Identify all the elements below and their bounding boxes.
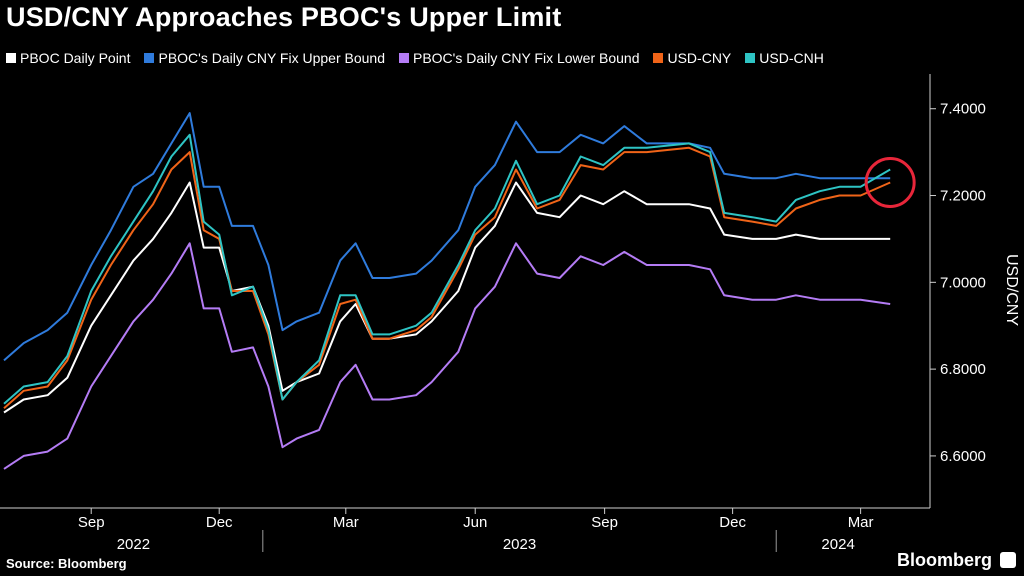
legend-item-pboc-daily-point: PBOC Daily Point [6, 50, 130, 66]
x-year-label: 2024 [821, 536, 854, 553]
axes: 7.4000 7.2000 7.0000 6.8000 6.6000 Sep Dec Mar J… [0, 74, 986, 553]
legend-label: PBOC's Daily CNY Fix Upper Bound [158, 50, 385, 66]
x-tick-label: Sep [591, 514, 618, 531]
y-axis-label: USD/CNY [1003, 253, 1020, 327]
legend-item-usd-cny: USD-CNY [653, 50, 731, 66]
legend-swatch [745, 53, 756, 63]
legend-label: USD-CNH [759, 50, 824, 66]
chart-title: USD/CNY Approaches PBOC's Upper Limit [6, 2, 562, 32]
legend-swatch [144, 53, 155, 63]
x-tick-label: Dec [206, 514, 233, 531]
series-line-3 [3, 146, 891, 409]
legend-swatch [398, 53, 409, 63]
highlight-circle [864, 157, 916, 208]
brand-logo: Bloomberg [896, 550, 992, 570]
x-tick-label: Jun [463, 514, 487, 531]
x-year-label: 2023 [503, 536, 536, 553]
y-tick-label: 7.0000 [940, 274, 986, 291]
legend-item-upper-bound: PBOC's Daily CNY Fix Upper Bound [144, 50, 385, 66]
x-year-label: 2022 [117, 536, 150, 553]
x-tick-label: Mar [333, 514, 359, 531]
y-tick-label: 7.2000 [940, 188, 986, 205]
x-tick-label: Mar [848, 514, 874, 531]
series-line-2 [3, 242, 891, 470]
x-tick-label: Sep [78, 514, 105, 531]
legend: PBOC Daily Point PBOC's Daily CNY Fix Up… [6, 50, 824, 66]
series-line-4 [3, 133, 891, 405]
brand-square-icon [1000, 552, 1016, 568]
series-line-1 [3, 112, 891, 362]
source-note: Source: Bloomberg [6, 556, 127, 571]
legend-swatch [6, 53, 16, 63]
legend-label: USD-CNY [667, 50, 732, 66]
series-lines [3, 112, 891, 470]
annotations [864, 157, 916, 208]
legend-label: PBOC Daily Point [20, 50, 131, 66]
legend-swatch [653, 53, 664, 63]
y-tick-label: 7.4000 [940, 101, 986, 118]
legend-item-lower-bound: PBOC's Daily CNY Fix Lower Bound [398, 50, 640, 66]
series-line-0 [3, 181, 891, 414]
legend-item-usd-cnh: USD-CNH [745, 50, 824, 66]
y-tick-label: 6.8000 [940, 361, 986, 378]
y-tick-label: 6.6000 [940, 448, 986, 465]
legend-label: PBOC's Daily CNY Fix Lower Bound [412, 50, 640, 66]
x-tick-label: Dec [719, 514, 746, 531]
